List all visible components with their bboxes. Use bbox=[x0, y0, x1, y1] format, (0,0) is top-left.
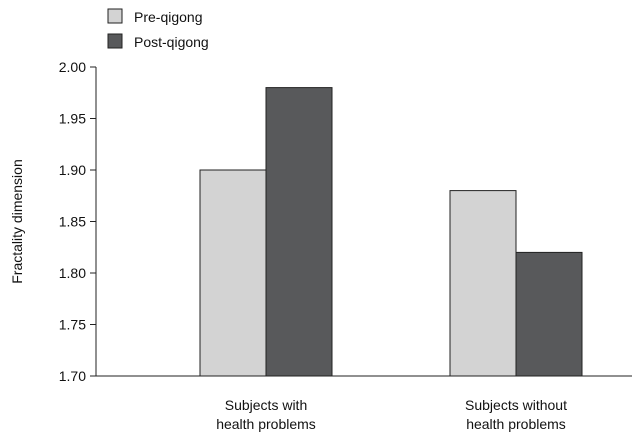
y-tick-label: 1.70 bbox=[59, 368, 86, 384]
bar-pre-qigong-1 bbox=[199, 169, 267, 377]
legend-label: Post-qigong bbox=[134, 34, 209, 50]
legend-label: Pre-qigong bbox=[134, 9, 203, 25]
y-tick-label: 1.80 bbox=[59, 265, 86, 281]
legend-swatch-pre-qigong bbox=[107, 8, 123, 24]
bar-post-qigong-2 bbox=[515, 251, 583, 377]
x-axis: Subjects with health problems Subjects wit… bbox=[96, 375, 632, 432]
legend-swatch-post-qigong bbox=[107, 33, 123, 49]
y-tick-label: 2.00 bbox=[59, 59, 86, 75]
y-axis: 1.70 1.75 1.80 1.85 1.90 1.95 2.00 bbox=[59, 59, 97, 384]
bar-pre-qigong-2 bbox=[449, 190, 517, 377]
bars bbox=[199, 87, 583, 377]
y-tick-label: 1.85 bbox=[59, 214, 86, 230]
y-tick-label: 1.75 bbox=[59, 317, 86, 333]
y-tick-label: 1.95 bbox=[59, 111, 86, 127]
x-category-label: health problems bbox=[466, 416, 566, 432]
bar-post-qigong-1 bbox=[265, 87, 333, 377]
legend: Pre-qigong Post-qigong bbox=[107, 8, 209, 50]
x-category-label: Subjects with bbox=[225, 397, 307, 413]
x-category-label: health problems bbox=[216, 416, 316, 432]
y-axis-title: Fractality dimension bbox=[9, 159, 25, 284]
y-tick-label: 1.90 bbox=[59, 162, 86, 178]
x-category-label: Subjects without bbox=[465, 397, 567, 413]
